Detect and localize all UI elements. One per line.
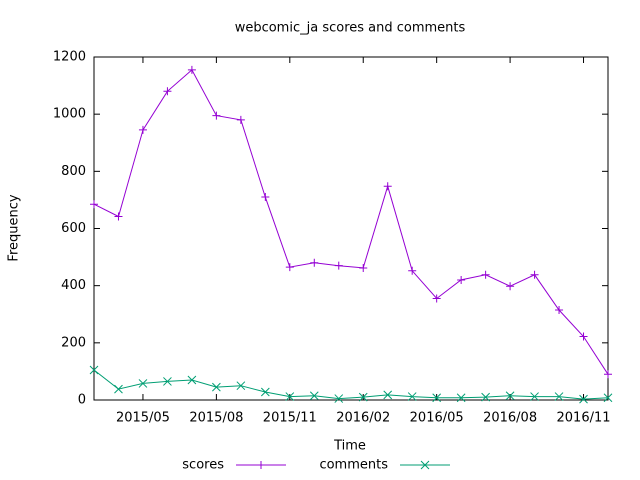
data-point — [260, 387, 270, 397]
data-point — [432, 294, 441, 303]
data-point — [285, 263, 294, 272]
data-point — [285, 392, 295, 401]
legend-label: scores — [182, 458, 224, 473]
data-point — [407, 392, 417, 401]
data-point — [163, 87, 172, 96]
x-tick-label: 2015/05 — [116, 411, 170, 426]
data-point — [334, 394, 344, 403]
x-tick-label: 2015/11 — [263, 411, 317, 426]
data-point — [481, 270, 490, 279]
data-point — [603, 393, 613, 403]
x-tick-label: 2015/08 — [189, 411, 243, 426]
data-point — [408, 266, 417, 275]
data-point — [383, 390, 393, 400]
data-point — [505, 391, 515, 401]
data-point — [90, 200, 98, 209]
y-tick-label: 600 — [61, 221, 86, 236]
data-point — [163, 377, 172, 386]
x-tick-label: 2016/08 — [483, 411, 537, 426]
data-point — [481, 392, 490, 402]
legend-marker — [420, 460, 430, 470]
y-tick-label: 400 — [61, 278, 86, 293]
x-tick-label: 2016/05 — [410, 411, 464, 426]
data-point — [359, 263, 368, 272]
data-point — [555, 305, 564, 314]
data-point — [212, 111, 221, 120]
data-point — [530, 270, 539, 279]
y-tick-label: 1000 — [53, 107, 86, 122]
x-tick-label: 2016/11 — [557, 411, 611, 426]
data-point — [114, 212, 123, 221]
data-point — [358, 392, 368, 402]
data-point — [456, 393, 466, 403]
data-point — [310, 258, 319, 267]
data-point — [309, 391, 319, 401]
data-point — [554, 392, 564, 401]
y-axis-label: Frequency — [7, 194, 22, 261]
data-point — [506, 282, 515, 291]
data-point — [212, 382, 221, 392]
data-point — [236, 381, 246, 391]
data-point — [457, 275, 466, 284]
data-point — [138, 379, 148, 388]
data-point — [579, 332, 588, 341]
legend-label: comments — [319, 458, 388, 473]
y-tick-label: 1200 — [53, 50, 86, 65]
chart-title: webcomic_ja scores and comments — [235, 21, 466, 36]
plot-frame — [93, 56, 609, 401]
y-tick-label: 800 — [61, 164, 86, 179]
data-point — [604, 370, 612, 379]
data-point — [579, 394, 588, 404]
data-point — [89, 365, 99, 375]
y-tick-label: 200 — [61, 335, 86, 350]
x-tick-label: 2016/02 — [336, 411, 390, 426]
x-axis-label: Time — [333, 439, 366, 454]
legend-marker — [257, 461, 265, 469]
data-point — [334, 261, 343, 270]
data-point — [187, 375, 197, 385]
y-tick-label: 0 — [78, 393, 86, 408]
series-line — [93, 69, 609, 375]
data-point — [138, 125, 147, 134]
data-point — [432, 393, 442, 403]
data-point — [261, 193, 270, 202]
data-point — [530, 392, 539, 401]
data-point — [114, 384, 123, 394]
series-line — [93, 369, 609, 400]
data-point — [383, 182, 392, 191]
data-point — [187, 65, 196, 74]
data-point — [236, 115, 245, 124]
